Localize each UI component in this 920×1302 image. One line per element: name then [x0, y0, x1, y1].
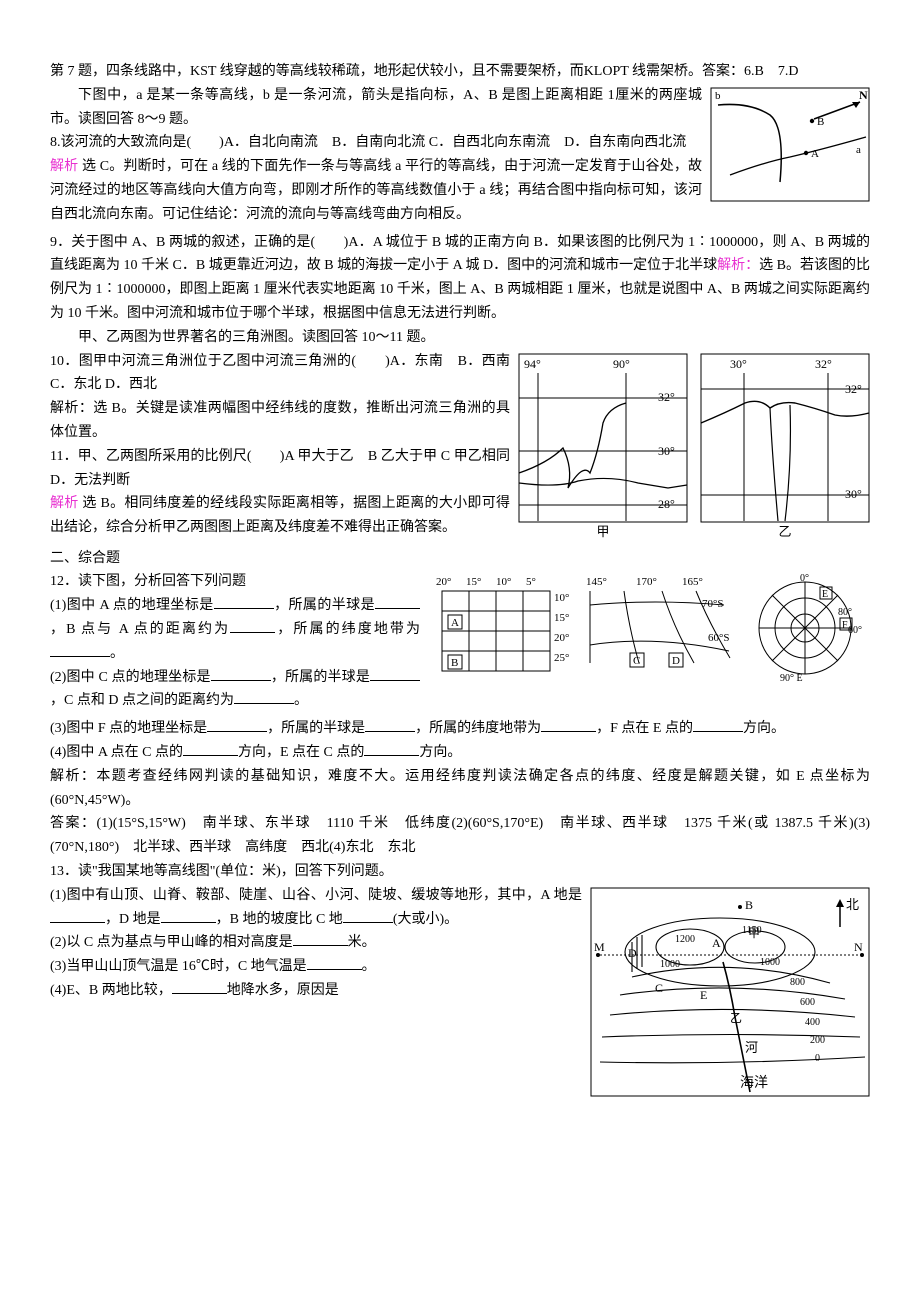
- svg-text:28°: 28°: [658, 497, 675, 511]
- question-12-4: (4)图中 A 点在 C 点的方向，E 点在 C 点的方向。: [50, 741, 870, 765]
- svg-text:C: C: [655, 981, 663, 995]
- svg-text:A: A: [811, 148, 819, 160]
- svg-text:600: 600: [800, 997, 815, 1008]
- question-13: 13．读"我国某地等高线图"(单位：米)，回答下列问题。: [50, 860, 870, 884]
- svg-text:30°: 30°: [845, 487, 862, 501]
- svg-text:90° E: 90° E: [780, 673, 803, 683]
- question-12-3: (3)图中 F 点的地理坐标是，所属的半球是，所属的纬度地带为，F 点在 E 点…: [50, 717, 870, 741]
- svg-text:M: M: [594, 940, 605, 954]
- svg-text:N: N: [859, 88, 868, 102]
- svg-text:F: F: [842, 620, 848, 631]
- svg-text:25°: 25°: [554, 652, 569, 664]
- svg-text:A: A: [451, 617, 459, 629]
- svg-text:200: 200: [810, 1035, 825, 1046]
- svg-text:b: b: [715, 90, 721, 102]
- svg-text:E: E: [700, 988, 707, 1002]
- svg-text:1200: 1200: [675, 934, 695, 945]
- svg-text:D: D: [628, 946, 637, 960]
- svg-text:20°: 20°: [554, 632, 569, 644]
- q7-answer: 第 7 题，四条线路中，KST 线穿越的等高线较稀疏，地形起伏较小，且不需要架桥…: [50, 60, 870, 84]
- figure-10-11: 94° 90° 32° 30° 28° 甲 30° 32° 32° 30°: [518, 353, 870, 543]
- svg-text:30°: 30°: [730, 357, 747, 371]
- svg-text:90°: 90°: [613, 357, 630, 371]
- svg-text:80°: 80°: [838, 607, 852, 618]
- svg-text:10°: 10°: [554, 592, 569, 604]
- svg-text:20°: 20°: [436, 576, 451, 588]
- svg-text:E: E: [822, 589, 828, 600]
- answer-12: 解析：本题考查经纬网判读的基础知识，难度不大。运用经纬度判读法确定各点的纬度、经…: [50, 765, 870, 813]
- svg-text:海洋: 海洋: [740, 1075, 768, 1091]
- svg-text:1000: 1000: [760, 957, 780, 968]
- figure-8-9: b a N A B: [710, 87, 870, 202]
- svg-text:94°: 94°: [524, 357, 541, 371]
- svg-text:B: B: [451, 657, 458, 669]
- svg-text:400: 400: [805, 1017, 820, 1028]
- svg-text:N: N: [854, 940, 863, 954]
- svg-text:32°: 32°: [815, 357, 832, 371]
- figure-12: 20° 15° 10° 5° 10° 15° 20° 25° A B: [428, 573, 870, 683]
- svg-text:15°: 15°: [554, 612, 569, 624]
- svg-text:170°: 170°: [636, 576, 657, 588]
- svg-text:D: D: [672, 655, 680, 667]
- intro-10-11: 甲、乙两图为世界著名的三角洲图。读图回答 10～11 题。: [50, 326, 870, 350]
- svg-text:A: A: [712, 936, 721, 950]
- svg-text:70°S: 70°S: [702, 598, 724, 610]
- question-9: 9．关于图中 A、B 两城的叙述，正确的是( )A．A 城位于 B 城的正南方向…: [50, 231, 870, 326]
- svg-text:1150: 1150: [742, 925, 762, 936]
- svg-text:北: 北: [846, 897, 859, 912]
- svg-text:10°: 10°: [496, 576, 511, 588]
- svg-text:60°S: 60°S: [708, 632, 730, 644]
- svg-text:B: B: [817, 116, 824, 128]
- svg-text:5°: 5°: [526, 576, 536, 588]
- section-2-title: 二、综合题: [50, 547, 870, 571]
- svg-text:145°: 145°: [586, 576, 607, 588]
- svg-text:0°: 0°: [800, 573, 809, 584]
- svg-text:乙: 乙: [730, 1011, 742, 1025]
- svg-text:0: 0: [815, 1053, 820, 1064]
- svg-text:1000: 1000: [660, 959, 680, 970]
- svg-text:a: a: [856, 144, 861, 156]
- svg-text:800: 800: [790, 977, 805, 988]
- answer-12-ans: 答案：(1)(15°S,15°W) 南半球、东半球 1110 千米 低纬度(2)…: [50, 812, 870, 860]
- svg-text:32°: 32°: [658, 390, 675, 404]
- svg-text:B: B: [745, 898, 753, 912]
- svg-text:河: 河: [745, 1040, 758, 1055]
- svg-text:165°: 165°: [682, 576, 703, 588]
- svg-text:C: C: [633, 655, 640, 667]
- figure-13: M N A B C D E 甲 乙 河 海洋 北 1200 1150 1000 …: [590, 887, 870, 1097]
- svg-text:15°: 15°: [466, 576, 481, 588]
